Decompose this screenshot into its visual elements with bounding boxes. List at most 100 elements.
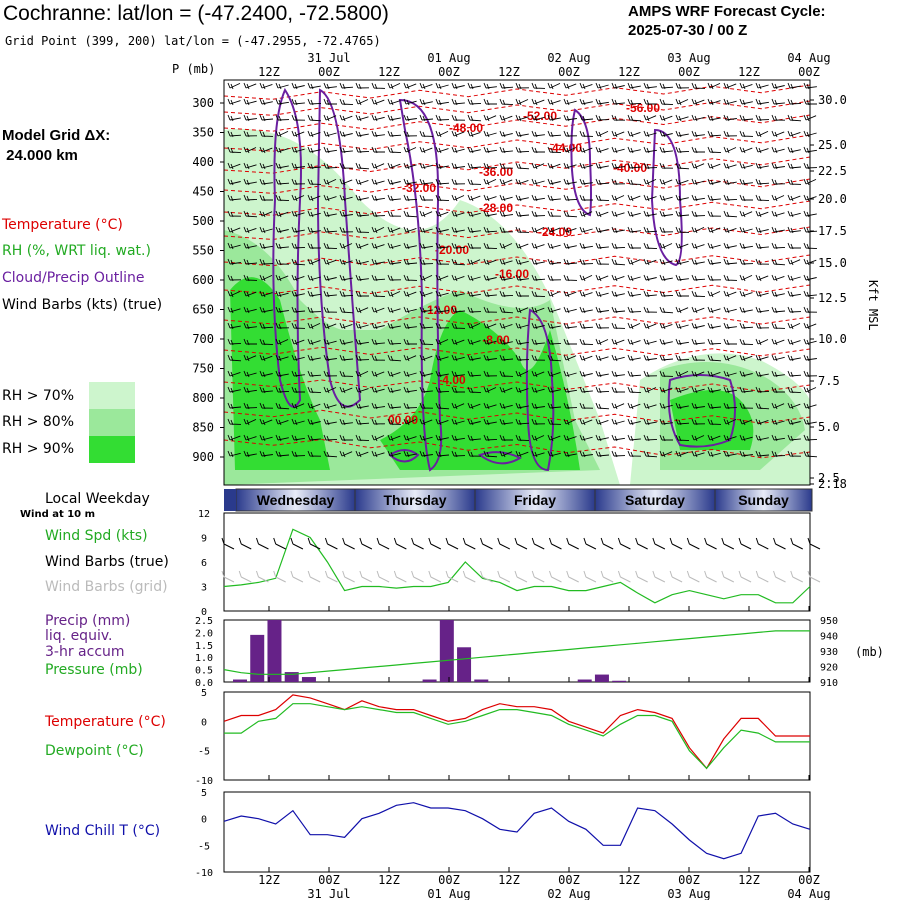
wind-barb	[259, 194, 273, 202]
bottom-hour-label: 12Z	[498, 873, 520, 887]
wind-barb	[275, 210, 289, 218]
wind-barb	[547, 402, 562, 410]
wind-barb	[483, 258, 497, 266]
forecast-cycle-line2: 2025-07-30 / 00 Z	[628, 22, 748, 39]
wind-barb	[499, 418, 513, 426]
surface-wind-barb	[514, 537, 528, 550]
surface-wind-barb	[273, 537, 286, 550]
wind-barb	[467, 82, 481, 90]
wind-barb	[579, 210, 593, 218]
precip-tick-label: 1.0	[195, 653, 213, 664]
wind-barb	[675, 258, 689, 266]
wind-barb	[595, 210, 609, 218]
wind-barb	[435, 434, 449, 442]
wind-barb	[771, 386, 785, 394]
wind-barb	[371, 178, 385, 186]
wind-barb	[531, 114, 545, 122]
wind-barb	[755, 146, 769, 154]
wind-barb	[259, 450, 273, 458]
wind-tick-label: 12	[198, 509, 210, 520]
wind-barb	[243, 178, 257, 186]
wind-barb	[691, 274, 706, 282]
surface-wind-barb-grid	[255, 570, 269, 583]
wind-barb	[371, 258, 385, 266]
wind-barb	[643, 162, 658, 170]
surface-wind-barb	[755, 537, 769, 550]
wind-barb	[371, 114, 385, 122]
wind-barb	[339, 402, 353, 410]
wind-barb	[691, 450, 705, 458]
wind-barb	[435, 178, 450, 186]
wind-barb	[339, 178, 353, 186]
wind-barb	[707, 242, 721, 250]
wind-barb	[419, 418, 433, 426]
wind-barb	[675, 130, 689, 138]
weekday-label: Wednesday	[257, 492, 335, 508]
wind-barb	[659, 274, 673, 282]
wind-barb	[643, 130, 657, 138]
wind-barb	[435, 402, 450, 410]
surface-wind-barb-grid	[790, 570, 803, 583]
wind-barb	[339, 194, 353, 202]
wind-barb	[483, 322, 497, 330]
wind-barb	[595, 194, 610, 202]
wind-barb	[787, 114, 802, 122]
surface-wind-barb-grid	[738, 570, 752, 583]
wind-barb	[739, 338, 754, 346]
wind-barb	[291, 306, 306, 314]
wind-barb	[419, 306, 433, 314]
wind-barb	[387, 306, 401, 314]
wind-barb	[291, 354, 305, 362]
wind-barb	[675, 114, 689, 122]
wind-barb	[467, 434, 481, 442]
wind-barb	[755, 130, 769, 138]
wind-barb	[243, 306, 257, 314]
wind-barb	[675, 178, 689, 186]
cloud-outline	[650, 128, 683, 267]
wind-barb	[227, 258, 241, 266]
wind-barb	[259, 274, 273, 282]
kft-tick-label: 25.0	[818, 138, 847, 152]
wind-barb	[563, 114, 577, 122]
wind-barb	[739, 114, 754, 122]
isotherm-line	[223, 346, 811, 357]
wind-barb	[755, 274, 769, 282]
wind-barb	[291, 274, 305, 282]
kft-tick-label: 5.0	[818, 420, 840, 434]
wind-barb	[755, 354, 769, 362]
wind-barb	[499, 210, 513, 218]
wind-barb	[259, 386, 273, 394]
wind-barb	[435, 226, 449, 234]
wind-barb	[355, 258, 369, 266]
wind-barb	[787, 370, 802, 378]
wind-barb	[531, 210, 546, 218]
pressure-tick-label: 300	[192, 96, 214, 110]
wind-barb	[611, 130, 625, 138]
wind-barb	[355, 210, 370, 218]
wind-barb	[803, 194, 817, 202]
wind-barb	[771, 322, 786, 330]
wind-barb	[339, 226, 354, 234]
surface-wind-barb-grid	[480, 570, 493, 583]
wind-barb	[291, 370, 305, 378]
wind-barb	[707, 402, 722, 410]
surface-wind-barb-grid	[566, 570, 579, 583]
wind-barb	[275, 370, 289, 378]
wind-barb	[323, 322, 337, 330]
wind-barb	[579, 418, 593, 426]
wind-barb	[675, 450, 689, 458]
wind-barb	[563, 210, 578, 218]
wind-chill-line	[223, 802, 811, 860]
weekday-cell	[714, 488, 813, 512]
wind-barb	[803, 162, 818, 170]
wind-barb	[659, 322, 673, 330]
wind-barb	[755, 242, 769, 250]
legend-pressure: Pressure (mb)	[45, 662, 143, 678]
wind-barb	[451, 338, 465, 346]
wind-barb	[483, 194, 497, 202]
wind-barb	[659, 290, 674, 298]
pressure-line	[223, 630, 810, 675]
wind-barb	[659, 210, 673, 218]
wind-barb	[467, 402, 481, 410]
wind-barb	[643, 402, 657, 410]
